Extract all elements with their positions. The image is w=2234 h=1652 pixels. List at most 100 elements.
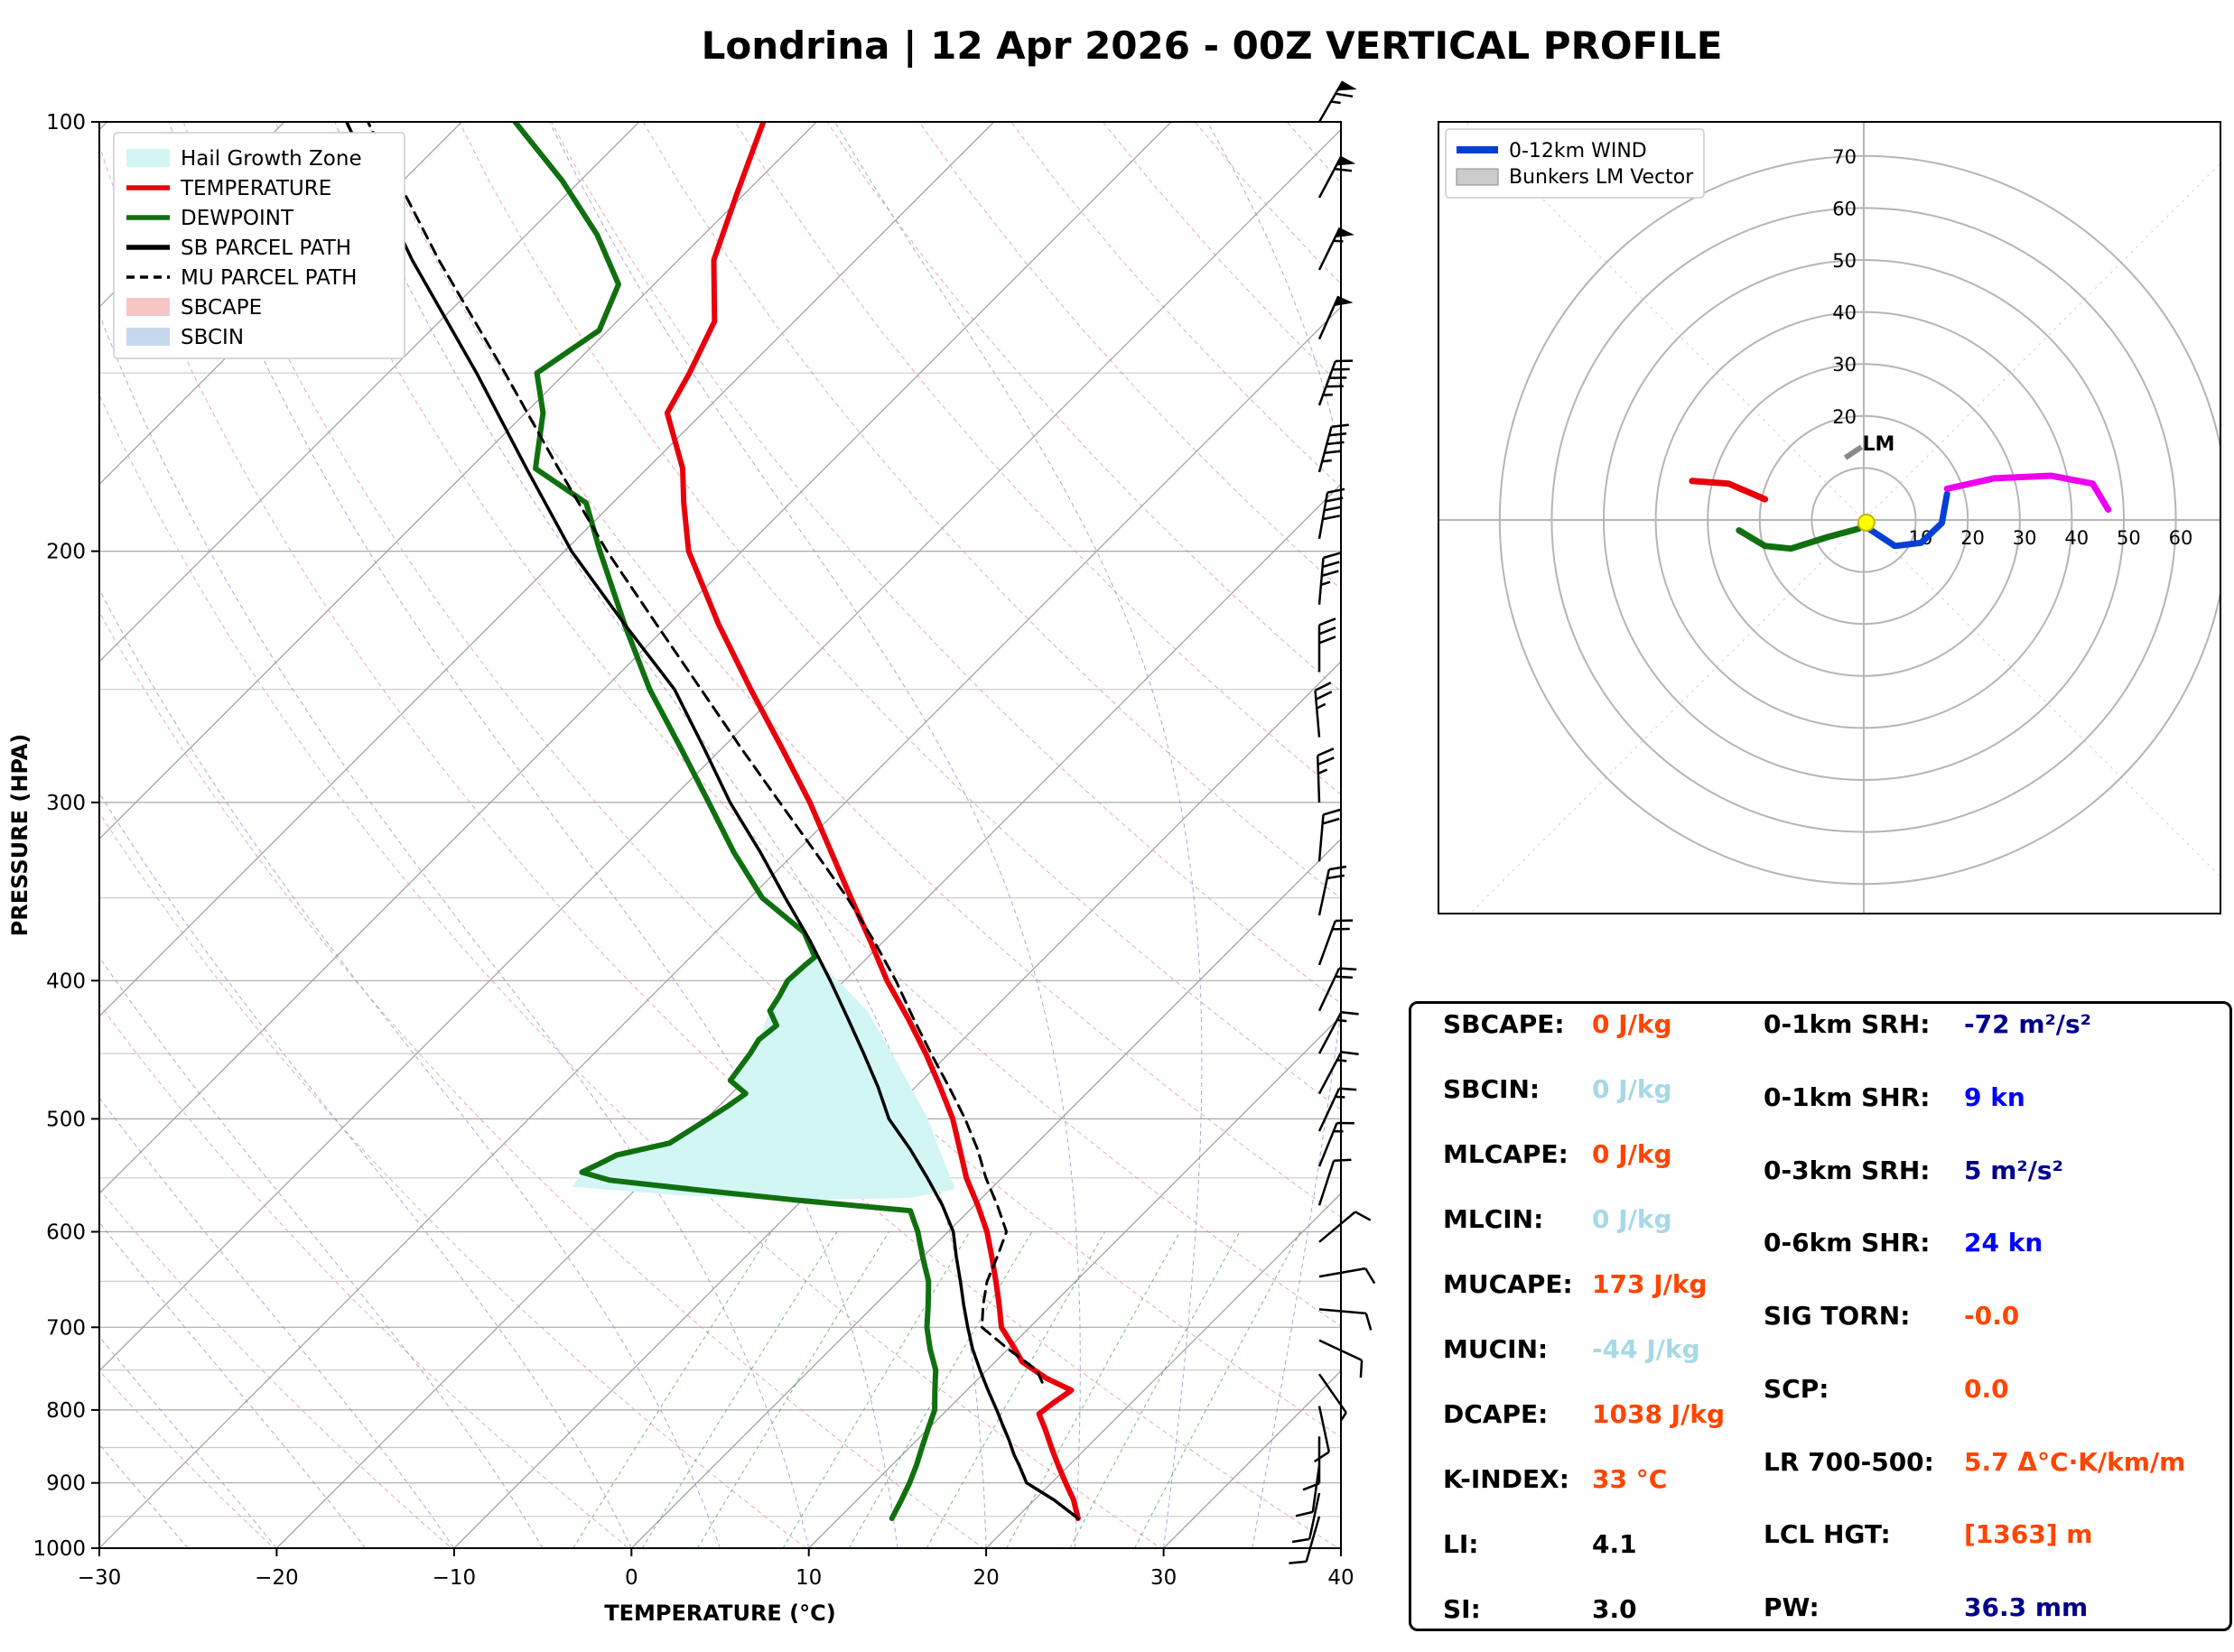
svg-text:70: 70 [1832, 146, 1857, 168]
stat-value: 0 J/kg [1592, 1139, 1672, 1169]
stat-row-lcl-hgt: LCL HGT: [1363] m [1764, 1519, 2234, 1550]
svg-text:20: 20 [1832, 406, 1857, 428]
hodograph-legend: 0-12km WIND Bunkers LM Vector [1445, 128, 1705, 199]
pressure-tick-label: 1000 [33, 1537, 86, 1561]
stat-label: SBCAPE: [1443, 1009, 1565, 1039]
stat-label: MUCAPE: [1443, 1269, 1573, 1299]
stat-value: 24 kn [1964, 1228, 2043, 1258]
stat-label: LI: [1443, 1529, 1479, 1559]
stat-row-mucape: MUCAPE: 173 J/kg [1443, 1269, 1931, 1300]
stat-row-li: LI: 4.1 [1443, 1529, 1931, 1560]
temperature-tick-label: 10 [796, 1566, 822, 1590]
stat-label: PW: [1764, 1592, 1820, 1622]
stat-value: -0.0 [1964, 1301, 2020, 1331]
stat-row-k-index: K-INDEX: 33 °C [1443, 1464, 1931, 1495]
stat-row-mucin: MUCIN: -44 J/kg [1443, 1334, 1931, 1365]
bunkers-lm-marker [1843, 444, 1864, 460]
svg-text:TEMPERATURE: TEMPERATURE [180, 177, 331, 200]
stat-row-mlcape: MLCAPE: 0 J/kg [1443, 1139, 1931, 1170]
stat-label: K-INDEX: [1443, 1464, 1569, 1494]
skewt-frame [98, 121, 1342, 1549]
svg-text:0-12km WIND: 0-12km WIND [1509, 140, 1647, 162]
stat-row-pw: PW: 36.3 mm [1764, 1592, 2234, 1623]
pressure-tick-label: 600 [46, 1221, 86, 1245]
stat-value: 33 °C [1592, 1464, 1668, 1494]
temperature-tick-label: −30 [78, 1566, 122, 1590]
temperature-tick-label: −10 [433, 1566, 477, 1590]
stat-row-lr-700-500: LR 700-500: 5.7 Δ°C·K/km/m [1764, 1447, 2234, 1478]
stat-label: 0-1km SHR: [1764, 1081, 1931, 1112]
stat-row-0-1km-srh: 0-1km SRH: -72 m²/s² [1764, 1009, 2234, 1040]
pressure-tick-label: 200 [46, 541, 86, 564]
temperature-tick-label: 20 [973, 1566, 999, 1590]
stat-label: SI: [1443, 1594, 1481, 1624]
stat-value: 0 J/kg [1592, 1074, 1672, 1104]
stat-label: LCL HGT: [1764, 1519, 1891, 1550]
pressure-tick-label: 300 [46, 792, 86, 815]
stat-row-0-1km-shr: 0-1km SHR: 9 kn [1764, 1082, 2234, 1113]
stat-value: 0 J/kg [1592, 1009, 1672, 1039]
svg-text:30: 30 [2013, 527, 2037, 549]
lm-label: LM [1863, 433, 1895, 456]
stat-value: -72 m²/s² [1964, 1009, 2091, 1039]
stat-value: 0 J/kg [1592, 1204, 1672, 1234]
pressure-tick-label: 800 [46, 1399, 86, 1423]
stat-row-scp: SCP: 0.0 [1764, 1374, 2234, 1405]
stat-value: 5.7 Δ°C·K/km/m [1964, 1446, 2186, 1477]
svg-text:70: 70 [2220, 527, 2233, 549]
stat-row-mlcin: MLCIN: 0 J/kg [1443, 1204, 1931, 1235]
skewt-legend: Hail Growth Zone TEMPERATURE DEWPOINT SB PA… [113, 132, 405, 359]
stat-value: 36.3 mm [1964, 1592, 2089, 1622]
y-axis-title: PRESSURE (HPA) [7, 734, 33, 937]
stat-value: -44 J/kg [1592, 1334, 1700, 1364]
temperature-tick-label: 0 [625, 1566, 638, 1590]
stat-label: SCP: [1764, 1373, 1829, 1404]
stat-row-0-3km-srh: 0-3km SRH: 5 m²/s² [1764, 1155, 2234, 1186]
hodograph-frame [1438, 121, 2221, 914]
stat-label: 0-3km SRH: [1764, 1155, 1931, 1185]
stat-value: [1363] m [1964, 1519, 2093, 1550]
stat-label: MUCIN: [1443, 1334, 1549, 1364]
svg-text:60: 60 [1832, 198, 1857, 219]
stat-value: 3.0 [1592, 1594, 1637, 1624]
stat-value: 1038 J/kg [1592, 1399, 1725, 1429]
stat-value: 9 kn [1964, 1081, 2025, 1112]
svg-text:SBCIN: SBCIN [181, 326, 244, 349]
pressure-tick-label: 700 [46, 1316, 86, 1340]
svg-text:SB PARCEL PATH: SB PARCEL PATH [181, 237, 351, 260]
svg-text:40: 40 [1832, 302, 1857, 324]
stats-panel: SBCAPE: 0 J/kg SBCIN: 0 J/kg MLCAPE: 0 J/kg ML… [1409, 1001, 2232, 1631]
pressure-tick-label: 100 [46, 111, 86, 135]
pressure-tick-label: 900 [46, 1472, 86, 1496]
stat-value: 0.0 [1964, 1373, 2009, 1404]
temperature-tick-label: 30 [1150, 1566, 1177, 1590]
temperature-tick-label: 40 [1327, 1566, 1354, 1590]
stat-label: MLCIN: [1443, 1204, 1544, 1234]
page-title: Londrina | 12 Apr 2026 - 00Z VERTICAL PR… [701, 23, 1723, 68]
svg-text:50: 50 [2117, 527, 2141, 549]
stat-row-0-6km-shr: 0-6km SHR: 24 kn [1764, 1228, 2234, 1258]
stat-row-si: SI: 3.0 [1443, 1594, 1931, 1625]
stat-label: DCAPE: [1443, 1399, 1549, 1429]
stat-label: MLCAPE: [1443, 1139, 1568, 1169]
svg-text:SBCAPE: SBCAPE [181, 296, 262, 320]
pressure-tick-label: 500 [46, 1108, 86, 1131]
svg-text:50: 50 [1832, 250, 1857, 272]
svg-text:MU PARCEL PATH: MU PARCEL PATH [181, 266, 357, 290]
stat-label: SBCIN: [1443, 1074, 1541, 1104]
stat-row-sig-torn: SIG TORN: -0.0 [1764, 1301, 2234, 1332]
svg-text:30: 30 [1832, 354, 1857, 376]
pressure-tick-label: 400 [46, 970, 86, 993]
x-axis-title: TEMPERATURE (°C) [604, 1601, 835, 1626]
stat-label: 0-6km SHR: [1764, 1228, 1931, 1258]
stat-label: LR 700-500: [1764, 1446, 1934, 1477]
stat-label: SIG TORN: [1764, 1301, 1911, 1331]
stat-row-sbcape: SBCAPE: 0 J/kg [1443, 1009, 1931, 1040]
hodograph-grid: 10202030304040505060607070LM [1438, 122, 2233, 914]
svg-text:Hail Growth Zone: Hail Growth Zone [181, 147, 362, 171]
wind-barb-column [1289, 80, 1376, 1564]
temperature-tick-label: −20 [255, 1566, 299, 1590]
svg-text:60: 60 [2169, 527, 2193, 549]
